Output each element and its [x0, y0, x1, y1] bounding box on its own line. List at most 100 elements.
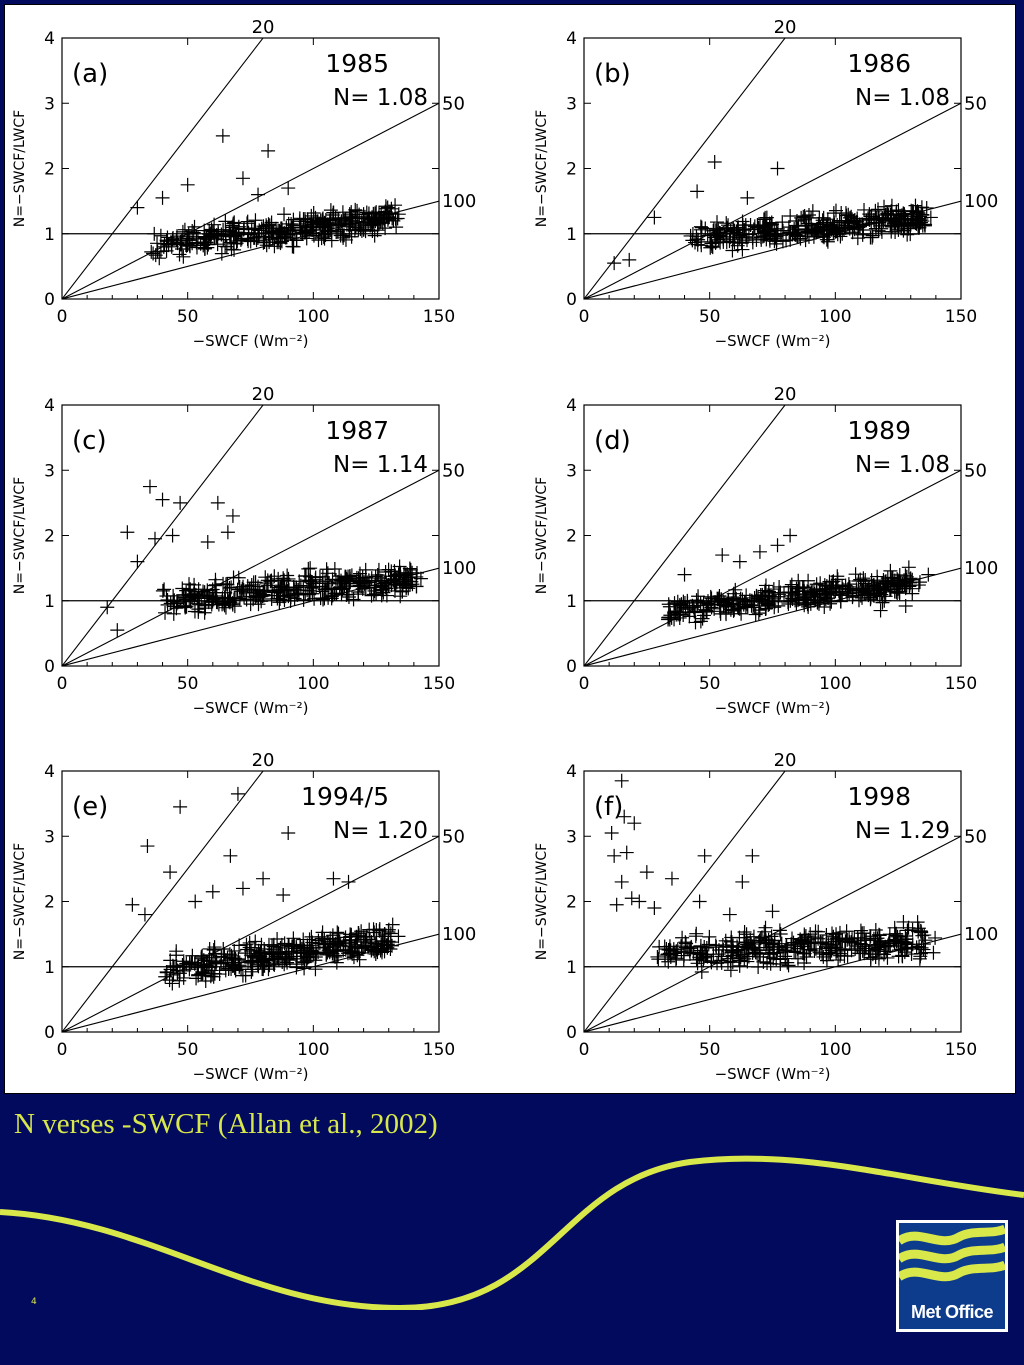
scatter-point: [819, 947, 834, 962]
scatter-points: [661, 528, 936, 630]
scatter-point: [148, 248, 163, 263]
scatter-point: [835, 226, 850, 241]
scatter-point: [887, 936, 902, 951]
scatter-point: [397, 566, 412, 581]
scatter-point: [338, 569, 353, 584]
scatter-point: [900, 227, 915, 242]
scatter-point: [865, 230, 880, 245]
scatter-point: [893, 578, 908, 593]
scatter-point: [869, 942, 884, 957]
scatter-point: [381, 562, 396, 577]
scatter-point: [369, 586, 384, 601]
reference-line-label: 50: [442, 93, 465, 114]
scatter-point: [853, 923, 868, 938]
scatter-point: [163, 953, 178, 968]
scatter-point: [690, 237, 705, 252]
scatter-point: [714, 953, 729, 968]
scatter-point: [155, 492, 170, 507]
y-tick-label: 4: [566, 762, 577, 782]
reference-line-label: 100: [964, 924, 998, 945]
scatter-point: [883, 563, 898, 578]
scatter-point: [249, 233, 264, 248]
scatter-point: [694, 220, 709, 235]
scatter-point: [783, 588, 798, 603]
scatter-point: [761, 932, 776, 947]
scatter-point: [205, 582, 220, 597]
scatter-point: [863, 950, 878, 965]
scatter-point: [928, 930, 943, 945]
scatter-point: [235, 171, 250, 186]
y-tick-label: 1: [44, 225, 55, 245]
scatter-point: [354, 924, 369, 939]
scatter-point: [393, 589, 408, 604]
scatter-point: [862, 586, 877, 601]
scatter-point: [841, 207, 856, 222]
scatter-point: [905, 937, 920, 952]
scatter-point: [619, 845, 634, 860]
scatter-point: [364, 571, 379, 586]
scatter-point: [914, 925, 929, 940]
scatter-point: [604, 825, 619, 840]
scatter-point: [350, 948, 365, 963]
scatter-point: [888, 926, 903, 941]
scatter-point: [801, 932, 816, 947]
scatter-panel-f: 0 50 100 150 0 1 2 3 4 −SWCF (Wm⁻²) N=−SWCF/LWCF 20…: [534, 750, 998, 1083]
scatter-point: [369, 942, 384, 957]
scatter-point: [329, 573, 344, 588]
x-tick-label: 50: [699, 307, 721, 327]
scatter-point: [239, 585, 254, 600]
y-tick-label: 3: [44, 461, 55, 481]
scatter-point: [748, 607, 763, 622]
scatter-point: [403, 577, 418, 592]
y-axis-title: N=−SWCF/LWCF: [534, 843, 550, 960]
scatter-point: [180, 231, 195, 246]
scatter-point: [880, 211, 895, 226]
scatter-point: [705, 240, 720, 255]
scatter-point: [297, 961, 312, 976]
scatter-point: [652, 939, 667, 954]
scatter-point: [851, 593, 866, 608]
reference-line-20: [62, 405, 264, 666]
scatter-point: [166, 967, 181, 982]
y-axis-title: N=−SWCF/LWCF: [534, 477, 550, 594]
scatter-point: [241, 227, 256, 242]
scatter-point: [172, 966, 187, 981]
scatter-point: [804, 210, 819, 225]
scatter-point: [844, 216, 859, 231]
y-tick-label: 2: [44, 893, 55, 913]
scatter-point: [614, 773, 629, 788]
wave-logo-icon: [899, 1224, 1005, 1282]
x-axis-title: −SWCF (Wm⁻²): [715, 332, 831, 350]
scatter-point: [709, 228, 724, 243]
reference-line-label: 100: [442, 191, 476, 212]
scatter-point: [278, 949, 293, 964]
scatter-point: [783, 579, 798, 594]
scatter-point: [731, 220, 746, 235]
scatter-point: [845, 225, 860, 240]
scatter-point: [713, 226, 728, 241]
scatter-point: [282, 587, 297, 602]
scatter-point: [678, 935, 693, 950]
scatter-point: [810, 222, 825, 237]
scatter-point: [351, 585, 366, 600]
scatter-point: [690, 184, 705, 199]
scatter-point: [609, 897, 624, 912]
scatter-point: [210, 237, 225, 252]
scatter-point: [758, 224, 773, 239]
scatter-point: [281, 181, 296, 196]
y-tick-label: 2: [566, 160, 577, 180]
scatter-point: [343, 217, 358, 232]
scatter-point: [745, 848, 760, 863]
scatter-point: [674, 597, 689, 612]
scatter-point: [877, 944, 892, 959]
scatter-point: [715, 548, 730, 563]
scatter-point: [173, 495, 188, 510]
scatter-point: [354, 215, 369, 230]
y-tick-label: 0: [44, 1023, 55, 1043]
scatter-point: [192, 597, 207, 612]
scatter-point: [341, 590, 356, 605]
scatter-points: [604, 773, 943, 980]
scatter-point: [677, 948, 692, 963]
x-tick-label: 150: [945, 307, 977, 327]
scatter-point: [916, 942, 931, 957]
